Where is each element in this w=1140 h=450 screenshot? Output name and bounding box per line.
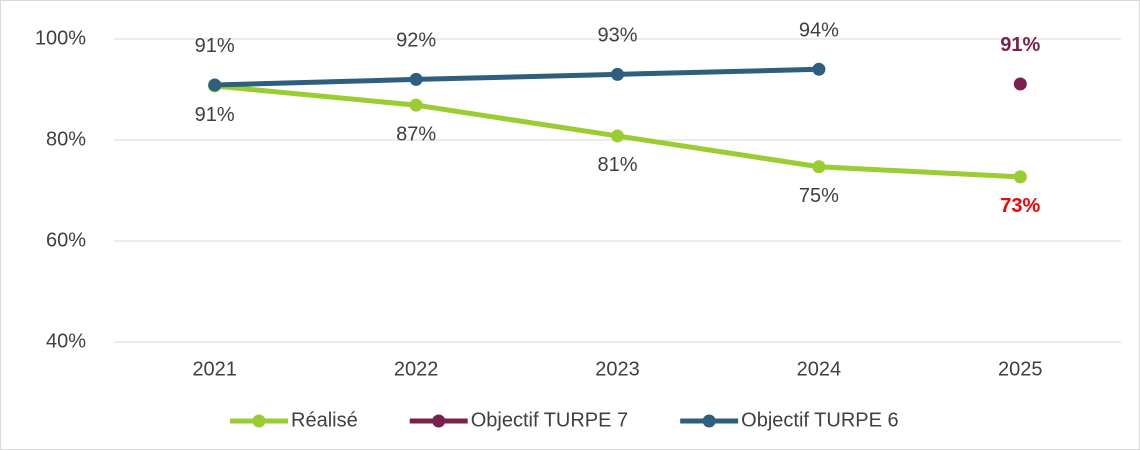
y-tick-label: 80%: [46, 128, 86, 150]
series-marker: [1013, 170, 1027, 184]
data-label: 91%: [1000, 34, 1040, 56]
legend-marker: [432, 414, 446, 428]
data-label: 91%: [195, 35, 235, 57]
y-tick-label: 100%: [35, 27, 86, 49]
series-marker: [1013, 77, 1027, 91]
data-label: 92%: [396, 30, 436, 52]
data-label: 93%: [597, 25, 637, 47]
legend-label: Objectif TURPE 6: [741, 409, 898, 431]
series-marker: [812, 160, 826, 174]
y-tick-label: 60%: [46, 229, 86, 251]
legend-marker: [252, 414, 266, 428]
data-label: 81%: [597, 154, 637, 176]
series-marker: [611, 129, 624, 143]
x-tick-label: 2021: [192, 358, 237, 380]
x-tick-label: 2022: [394, 358, 439, 380]
series-marker: [409, 98, 423, 112]
data-label: 73%: [1000, 195, 1040, 217]
series-marker: [208, 78, 222, 92]
x-tick-label: 2023: [595, 358, 640, 380]
legend-marker: [702, 414, 716, 428]
y-tick-label: 40%: [46, 330, 86, 352]
data-label: 94%: [799, 20, 839, 42]
legend-label: Objectif TURPE 7: [471, 409, 628, 431]
series-marker: [812, 62, 826, 76]
series-marker: [611, 67, 624, 81]
data-label: 87%: [396, 123, 436, 145]
data-label: 91%: [195, 104, 235, 126]
data-label: 75%: [799, 185, 839, 207]
x-tick-label: 2024: [797, 358, 842, 380]
legend-label: Réalisé: [291, 409, 358, 431]
series-marker: [409, 72, 423, 86]
x-tick-label: 2025: [998, 358, 1043, 380]
series-line: [214, 66, 819, 88]
